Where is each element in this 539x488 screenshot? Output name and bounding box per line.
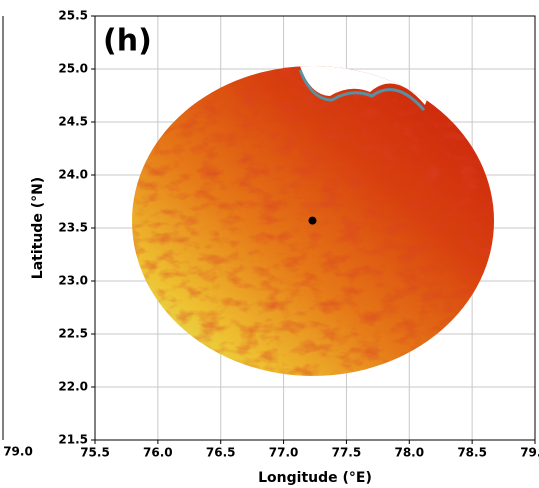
y-tick-label: 25.5: [58, 9, 88, 23]
radar-field: [132, 66, 494, 376]
x-tick-label: 75.5: [80, 446, 110, 460]
neighbor-tick-label: 79.0: [3, 445, 33, 459]
y-tick-label: 22.5: [58, 327, 88, 341]
y-tick-label: 23.0: [58, 274, 88, 288]
x-tick-label: 77.0: [269, 446, 299, 460]
y-tick-label: 21.5: [58, 433, 88, 447]
y-tick-label: 24.0: [58, 168, 88, 182]
y-tick-label: 24.5: [58, 115, 88, 129]
y-tick-label: 22.0: [58, 380, 88, 394]
point: [308, 216, 317, 225]
x-tick-label: 77.5: [332, 446, 362, 460]
x-tick-label: 79.0: [520, 446, 539, 460]
panel-label: (h): [103, 24, 152, 59]
x-tick-label: 78.0: [394, 446, 424, 460]
x-tick-label: 76.0: [143, 446, 173, 460]
y-tick-label: 23.5: [58, 221, 88, 235]
x-axis-label: Longitude (°E): [258, 470, 372, 486]
x-tick-label: 76.5: [206, 446, 236, 460]
y-tick-label: 25.0: [58, 62, 88, 76]
x-tick-label: 78.5: [457, 446, 487, 460]
y-axis-label: Latitude (°N): [30, 177, 46, 279]
